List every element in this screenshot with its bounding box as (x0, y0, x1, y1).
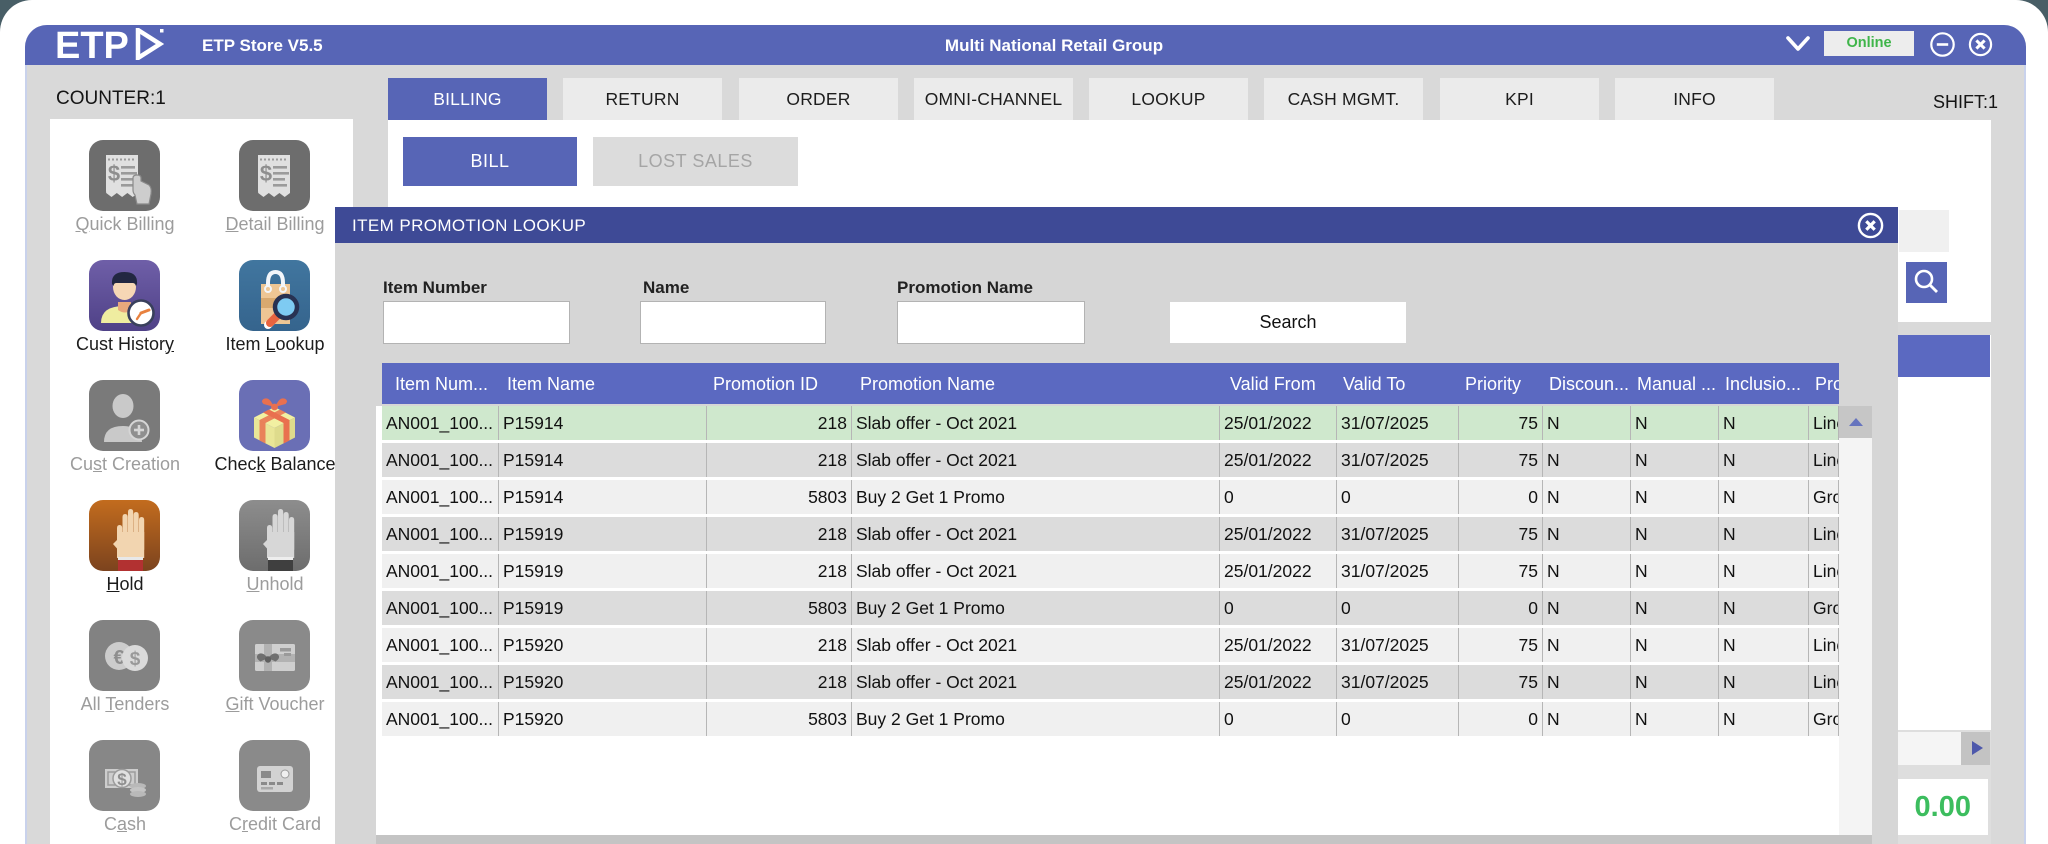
svg-text:$: $ (108, 161, 120, 186)
svg-text:$: $ (117, 770, 127, 789)
svg-text:$: $ (260, 161, 272, 186)
svg-text:€: € (113, 647, 124, 669)
svg-text:$: $ (130, 649, 141, 670)
